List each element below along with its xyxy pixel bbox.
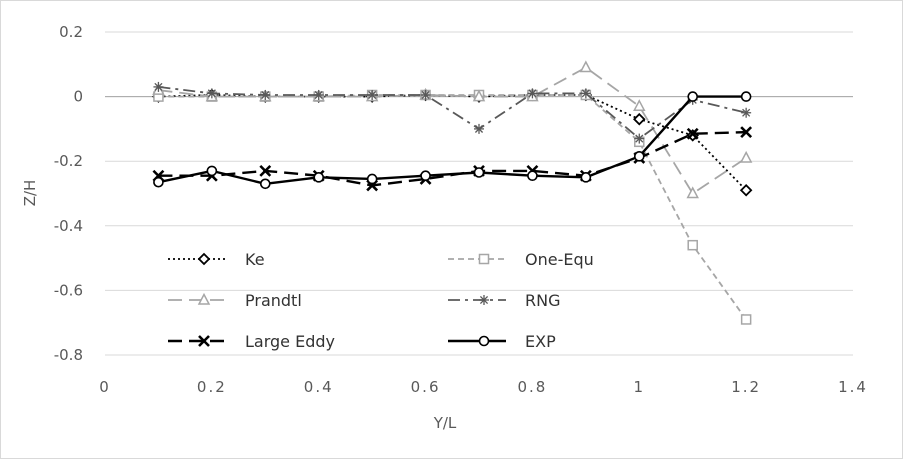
series-one-equ bbox=[153, 89, 752, 325]
data-point-rng bbox=[741, 107, 752, 118]
legend-label: RNG bbox=[525, 291, 560, 310]
data-point-exp bbox=[687, 91, 699, 102]
gridlines bbox=[105, 31, 853, 356]
legend-item-rng: RNG bbox=[448, 291, 560, 310]
data-point-exp bbox=[259, 178, 271, 190]
legend-item-prandtl: Prandtl bbox=[168, 291, 302, 310]
x-tick-label: 0.2 bbox=[197, 378, 227, 396]
data-point-exp bbox=[313, 172, 325, 183]
y-tick-label: -0.4 bbox=[54, 217, 83, 235]
data-point-prandtl bbox=[686, 186, 699, 199]
x-tick-label: 1.4 bbox=[838, 378, 868, 396]
data-point-rng bbox=[420, 89, 431, 100]
y-tick-label: -0.6 bbox=[54, 281, 83, 299]
series-line-rng bbox=[158, 86, 747, 140]
legend-swatch-marker bbox=[478, 335, 490, 347]
data-point-prandtl bbox=[739, 150, 753, 163]
data-point-rng bbox=[527, 88, 538, 99]
legend-item-one-equ: One-Equ bbox=[448, 250, 594, 269]
data-point-rng bbox=[206, 88, 217, 99]
legend-swatch-marker bbox=[478, 253, 490, 265]
x-tick-label: 1.2 bbox=[731, 378, 761, 396]
data-point-rng bbox=[367, 89, 378, 100]
data-point-exp bbox=[153, 176, 164, 188]
x-axis-title: Y/L bbox=[433, 414, 457, 432]
data-point-prandtl bbox=[472, 89, 486, 102]
y-tick-label: 0 bbox=[73, 88, 83, 106]
legend-label: EXP bbox=[525, 332, 556, 351]
legend-label: Prandtl bbox=[245, 291, 302, 310]
y-tick-label: -0.8 bbox=[54, 346, 83, 364]
data-point-exp bbox=[527, 170, 538, 182]
data-point-rng bbox=[634, 133, 645, 144]
data-point-rng bbox=[580, 88, 591, 99]
tick-labels: 0.2 0 -0.2 -0.4 -0.6 -0.8 0 0.2 0.4 0.6 0.8 1 1.2 1.4 bbox=[54, 23, 868, 396]
data-point-exp bbox=[740, 91, 752, 102]
x-tick-label: 0.6 bbox=[411, 378, 441, 396]
data-point-prandtl bbox=[579, 60, 593, 73]
legend-item-large-eddy: Large Eddy bbox=[168, 332, 335, 351]
legend-swatch-marker bbox=[198, 335, 210, 347]
x-tick-label: 1 bbox=[634, 378, 646, 396]
series-line-large-eddy bbox=[158, 130, 747, 187]
legend-item-ke: Ke bbox=[168, 250, 265, 269]
data-point-ke bbox=[633, 112, 646, 126]
legend-swatch-marker bbox=[197, 292, 211, 305]
legend-swatch-marker bbox=[479, 295, 489, 305]
legend-swatch-marker bbox=[197, 252, 211, 266]
data-point-rng bbox=[313, 89, 324, 100]
data-point-large-eddy bbox=[259, 164, 272, 177]
series-large-eddy bbox=[152, 126, 753, 192]
series-exp bbox=[153, 91, 752, 190]
data-point-large-eddy bbox=[740, 126, 753, 139]
x-tick-label: 0.4 bbox=[304, 378, 334, 396]
x-tick-label: 0.8 bbox=[517, 378, 547, 396]
data-point-rng bbox=[260, 89, 271, 100]
data-point-rng bbox=[153, 81, 164, 92]
series-line-ke bbox=[158, 94, 747, 191]
data-point-one-equ bbox=[687, 239, 698, 251]
series-line-prandtl bbox=[158, 66, 747, 195]
legend-item-exp: EXP bbox=[448, 332, 556, 351]
data-point-prandtl bbox=[633, 99, 646, 112]
data-point-exp bbox=[420, 170, 431, 182]
data-point-exp bbox=[366, 173, 378, 185]
y-axis-title: Z/H bbox=[21, 180, 39, 207]
series-line-exp bbox=[158, 95, 747, 186]
x-tick-label: 0 bbox=[99, 378, 111, 396]
data-point-large-eddy bbox=[686, 127, 699, 140]
legend-label: Ke bbox=[245, 250, 265, 269]
data-point-ke bbox=[739, 183, 753, 197]
series-line-one-equ bbox=[158, 94, 747, 320]
data-point-rng bbox=[474, 123, 484, 134]
data-point-exp bbox=[473, 167, 485, 178]
y-tick-label: 0.2 bbox=[59, 23, 83, 41]
data-point-exp bbox=[206, 165, 218, 177]
data-point-exp bbox=[580, 172, 592, 183]
legend-label: One-Equ bbox=[525, 250, 594, 269]
series-rng bbox=[153, 81, 752, 144]
series-lines bbox=[152, 60, 753, 325]
data-point-one-equ bbox=[740, 314, 752, 325]
legend: Ke One-Equ Prandtl RNG Large Eddy EXP bbox=[168, 250, 594, 351]
data-point-exp bbox=[633, 151, 645, 162]
legend-label: Large Eddy bbox=[245, 332, 335, 351]
y-tick-label: -0.2 bbox=[54, 152, 83, 170]
